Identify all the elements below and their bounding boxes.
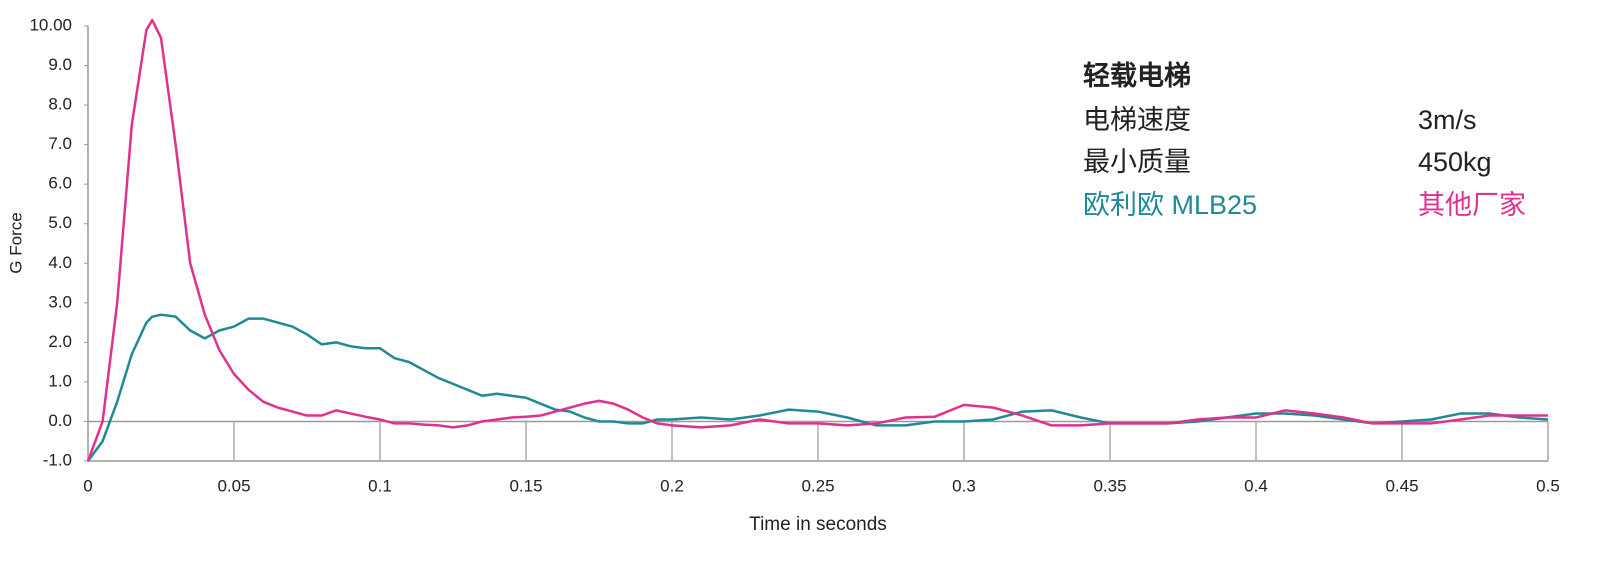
x-tick-label: 0.05 — [217, 476, 250, 495]
y-axis-label: G Force — [6, 212, 25, 273]
y-tick-label: -1.0 — [43, 450, 72, 469]
y-tick-label: 6.0 — [48, 174, 72, 193]
x-tick-label: 0.25 — [801, 476, 834, 495]
x-tick-label: 0.3 — [952, 476, 976, 495]
annotation-value: 3m/s — [1418, 105, 1477, 135]
annotation-value: 450kg — [1418, 147, 1492, 177]
y-tick-label: 4.0 — [48, 253, 72, 272]
annotation-label: 最小质量 — [1083, 147, 1191, 177]
y-tick-label: 3.0 — [48, 292, 72, 311]
x-tick-label: 0.1 — [368, 476, 392, 495]
series-line — [86, 313, 1549, 462]
y-tick-label: 2.0 — [48, 332, 72, 351]
y-tick-label: 0.0 — [48, 411, 72, 430]
series-line — [86, 18, 1548, 462]
x-tick-label: 0.2 — [660, 476, 684, 495]
annotation-label: 电梯速度 — [1083, 105, 1191, 135]
x-tick-label: 0.45 — [1385, 476, 1418, 495]
y-tick-label: 8.0 — [48, 95, 72, 114]
y-tick-label: 1.0 — [48, 371, 72, 390]
y-tick-label: 9.0 — [48, 55, 72, 74]
x-tick-label: 0.35 — [1093, 476, 1126, 495]
x-tick-label: 0.5 — [1536, 476, 1560, 495]
annotation-title: 轻载电梯 — [1083, 61, 1191, 91]
x-tick-label: 0.15 — [509, 476, 542, 495]
y-tick-label: 10.00 — [29, 15, 72, 34]
x-tick-label: 0 — [83, 476, 92, 495]
legend-entry: 欧利欧 MLB25 — [1083, 190, 1257, 220]
x-axis-label: Time in seconds — [749, 514, 887, 535]
y-tick-label: 5.0 — [48, 213, 72, 232]
y-tick-label: 7.0 — [48, 134, 72, 153]
legend-entry: 其他厂家 — [1418, 190, 1526, 220]
x-tick-label: 0.4 — [1244, 476, 1268, 495]
